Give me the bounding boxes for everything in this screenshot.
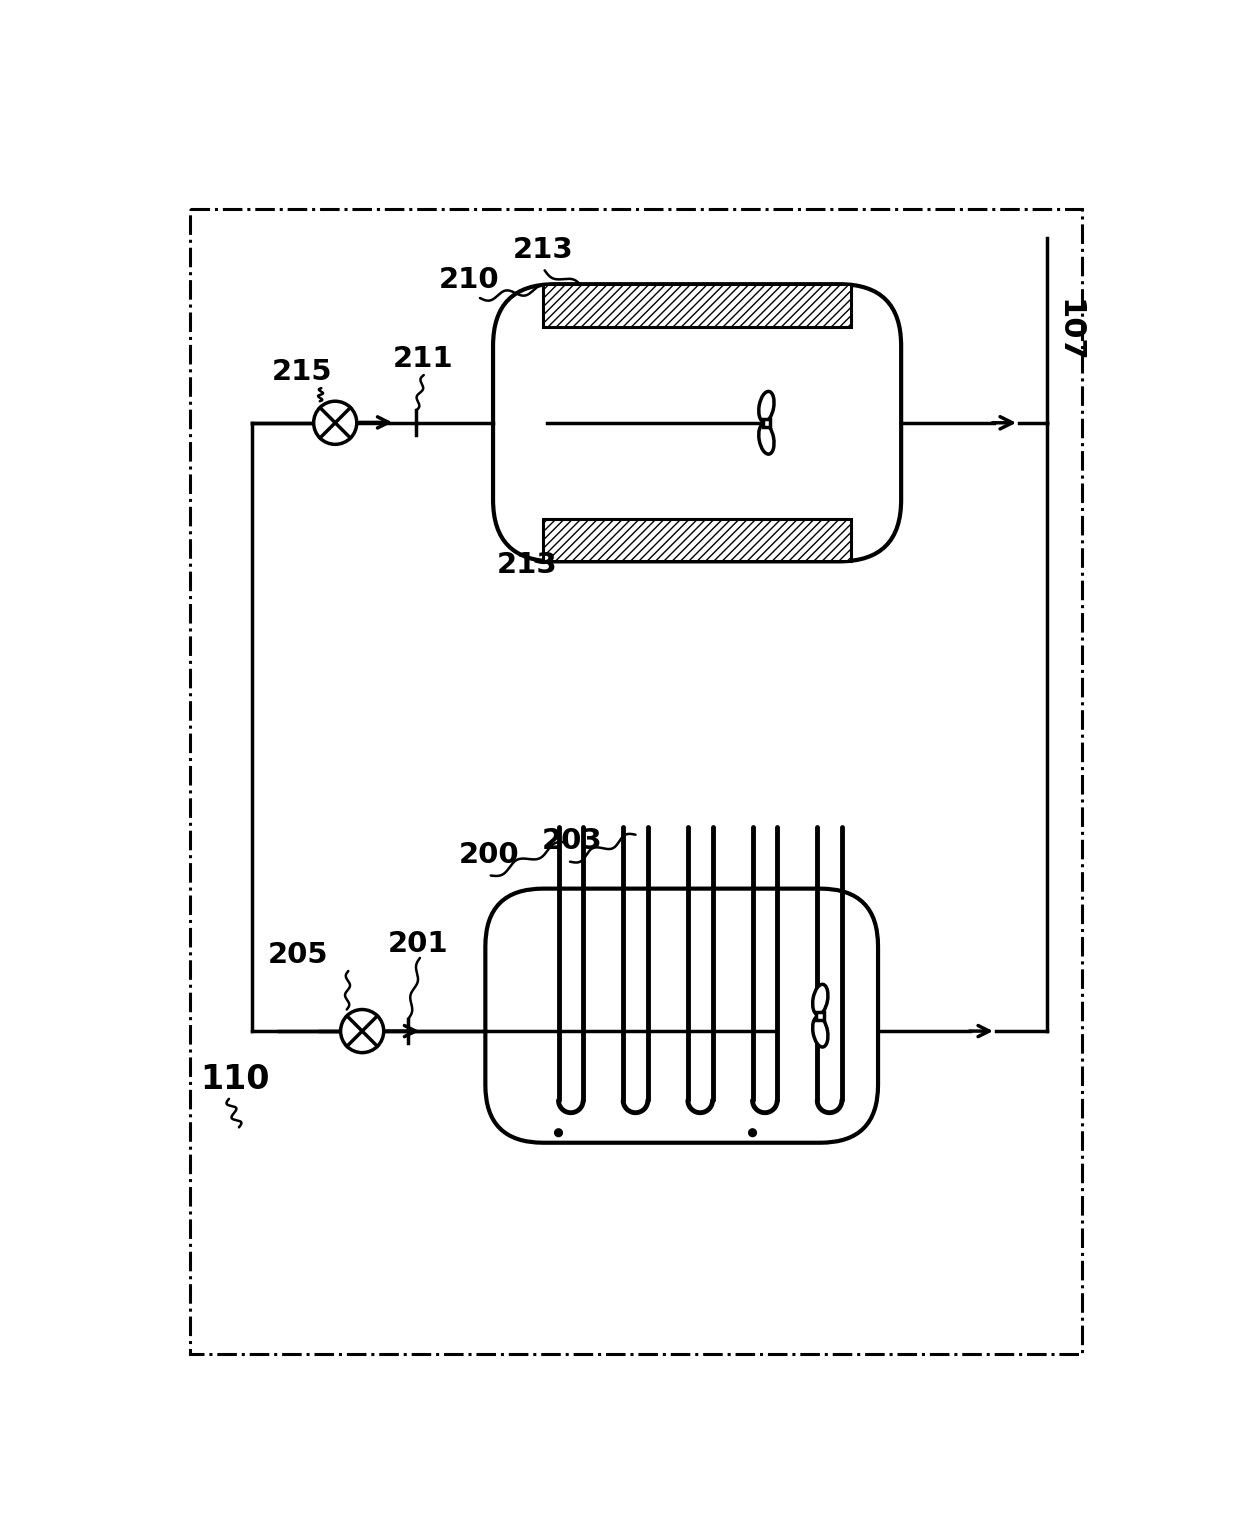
- Text: 211: 211: [393, 345, 454, 373]
- Text: 200: 200: [459, 841, 520, 870]
- Ellipse shape: [759, 423, 774, 454]
- Bar: [763, 419, 770, 426]
- Text: 201: 201: [388, 930, 448, 957]
- Circle shape: [749, 1129, 756, 1137]
- Text: 107: 107: [1054, 299, 1084, 362]
- Ellipse shape: [812, 1017, 828, 1048]
- Text: 215: 215: [272, 359, 332, 387]
- Text: 213: 213: [497, 551, 558, 578]
- FancyBboxPatch shape: [494, 284, 901, 561]
- Text: 110: 110: [201, 1063, 270, 1095]
- Text: 205: 205: [268, 942, 329, 969]
- Circle shape: [314, 402, 357, 445]
- Bar: [543, 518, 851, 561]
- Text: 210: 210: [439, 265, 500, 295]
- Circle shape: [554, 1129, 563, 1137]
- Bar: [543, 284, 851, 327]
- Text: 203: 203: [542, 827, 603, 854]
- Bar: [816, 1012, 825, 1020]
- Ellipse shape: [812, 985, 828, 1014]
- Ellipse shape: [759, 391, 774, 422]
- Circle shape: [341, 1009, 383, 1052]
- FancyBboxPatch shape: [485, 888, 878, 1143]
- Text: 213: 213: [512, 236, 573, 264]
